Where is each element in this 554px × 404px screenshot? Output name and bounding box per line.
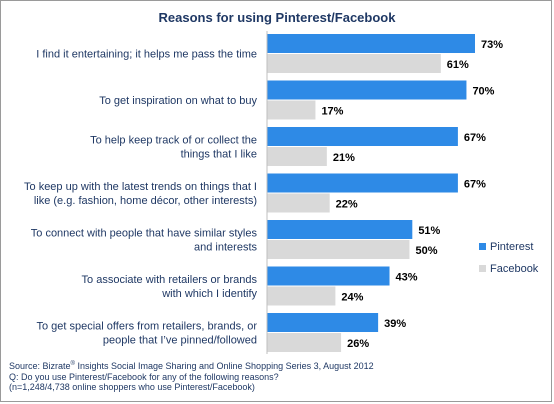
category-label: To get special offers from retailers, br… (36, 321, 257, 333)
pinterest-legend-label: Pinterest (490, 241, 533, 253)
pinterest-bar (267, 34, 475, 53)
plot-area: 73% 61% I find it entertaining; it helps m… (24, 31, 503, 354)
category-label: To associate with retailers or brands (82, 274, 258, 286)
pinterest-value-label: 70% (472, 86, 494, 98)
pinterest-value-label: 67% (464, 179, 486, 191)
pinterest-value-label: 39% (384, 318, 406, 330)
facebook-bar (267, 286, 336, 306)
source-suffix: Insights Social Image Sharing and Online… (74, 361, 374, 371)
category-label: with which I identify (161, 288, 257, 300)
category-label: people that I’ve pinned/followed (103, 335, 257, 347)
chart-title: Reasons for using Pinterest/Facebook (159, 10, 397, 25)
category-label: things that I like (181, 149, 257, 161)
pinterest-value-label: 67% (464, 132, 486, 144)
facebook-bar (267, 100, 316, 120)
facebook-value-label: 24% (341, 292, 363, 304)
legend: Pinterest Facebook (479, 241, 539, 275)
source-prefix: Source: Bizrate (9, 361, 71, 371)
facebook-bar (267, 147, 327, 166)
category-label: To get inspiration on what to buy (99, 95, 257, 107)
category-label: like (e.g. fashion, home décor, other in… (34, 195, 257, 207)
category-label: To connect with people that have similar… (31, 228, 258, 240)
facebook-value-label: 21% (333, 152, 355, 164)
category-label: I find it entertaining; it helps me pass… (36, 49, 257, 61)
facebook-bar (267, 240, 410, 259)
pinterest-value-label: 73% (481, 39, 503, 51)
facebook-bar (267, 333, 342, 352)
category-label: To help keep track of or collect the (90, 135, 257, 147)
facebook-legend-swatch (479, 265, 486, 272)
facebook-bar (267, 54, 441, 73)
question-line: Q: Do you use Pinterest/Facebook for any… (9, 371, 279, 382)
pinterest-bar (267, 127, 458, 146)
category-label: To keep up with the latest trends on thi… (24, 181, 257, 193)
pinterest-bar (267, 313, 379, 332)
pinterest-bar (267, 266, 390, 286)
pinterest-bar (267, 173, 458, 193)
pinterest-bar (267, 220, 413, 239)
source-note: Source: Bizrate® Insights Social Image S… (9, 361, 549, 393)
facebook-value-label: 26% (347, 338, 369, 350)
facebook-value-label: 17% (321, 106, 343, 118)
facebook-value-label: 22% (336, 199, 358, 211)
pinterest-bar (267, 80, 467, 100)
pinterest-value-label: 51% (418, 225, 440, 237)
facebook-value-label: 61% (447, 59, 469, 71)
facebook-value-label: 50% (415, 245, 437, 257)
source-line: Source: Bizrate® Insights Social Image S… (9, 361, 549, 372)
facebook-legend-label: Facebook (490, 263, 539, 275)
facebook-bar (267, 193, 330, 213)
registered-mark: ® (70, 361, 75, 367)
bar-chart: Reasons for using Pinterest/Facebook 73%… (24, 10, 539, 354)
pinterest-legend-swatch (479, 243, 486, 250)
category-label: and interests (194, 242, 257, 254)
sample-line: (n=1,248/4,738 online shoppers who use P… (9, 382, 255, 392)
pinterest-value-label: 43% (396, 272, 418, 284)
